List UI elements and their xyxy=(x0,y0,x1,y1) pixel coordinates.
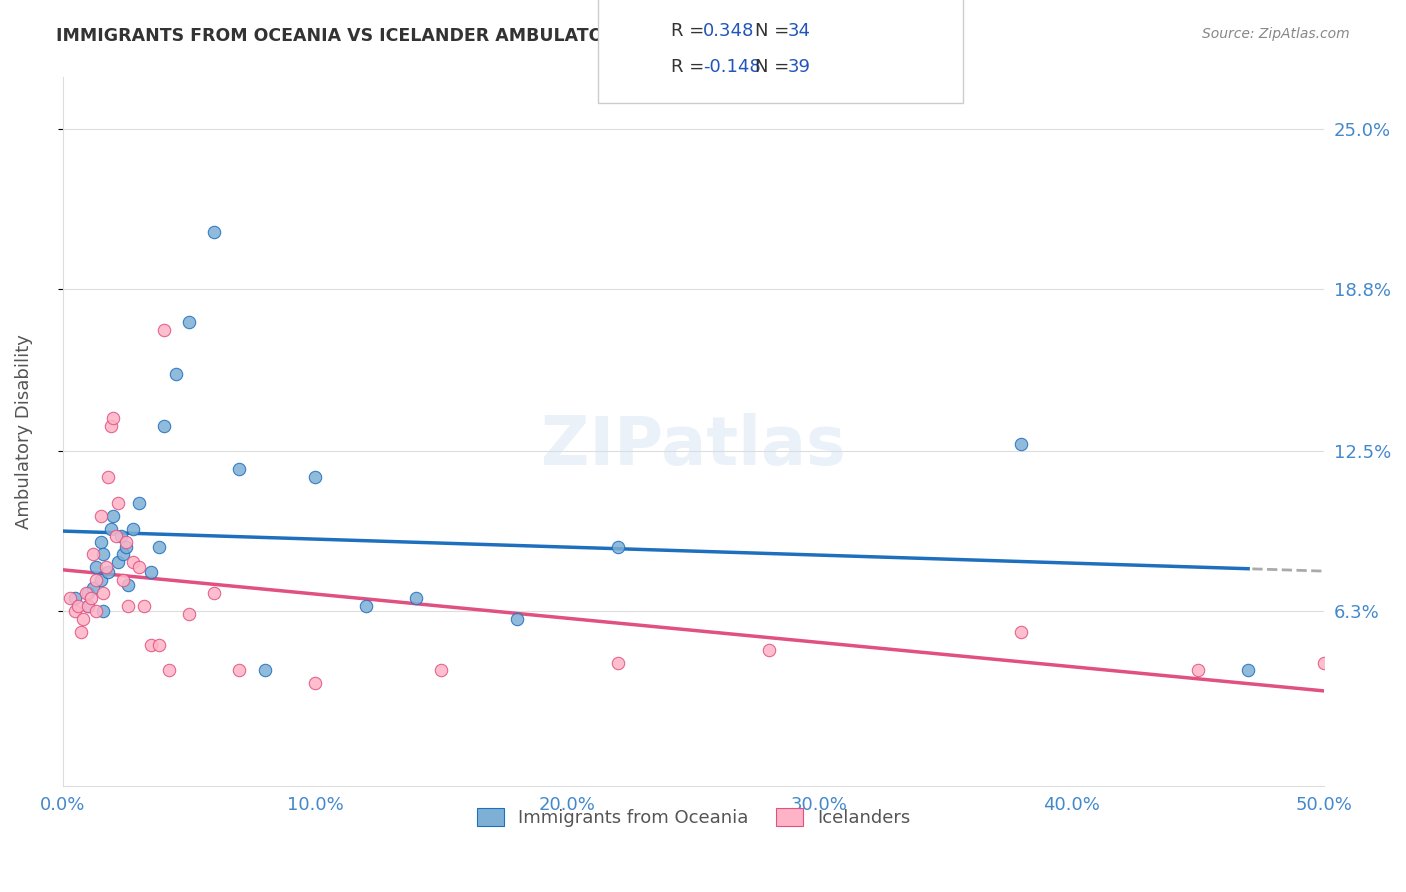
Point xyxy=(148,638,170,652)
Text: 34: 34 xyxy=(787,22,810,40)
Point xyxy=(82,548,104,562)
Point xyxy=(202,586,225,600)
Point xyxy=(304,676,326,690)
Point xyxy=(177,607,200,621)
Point xyxy=(97,470,120,484)
Point xyxy=(90,573,112,587)
Point xyxy=(69,624,91,639)
Text: 39: 39 xyxy=(787,58,810,76)
Point xyxy=(103,508,125,523)
Point xyxy=(117,578,139,592)
Y-axis label: Ambulatory Disability: Ambulatory Disability xyxy=(15,334,32,529)
Point xyxy=(84,560,107,574)
Point xyxy=(90,508,112,523)
Text: R =: R = xyxy=(671,58,710,76)
Point xyxy=(228,664,250,678)
Point xyxy=(117,599,139,613)
Point xyxy=(84,573,107,587)
Point xyxy=(139,638,162,652)
Point xyxy=(77,586,100,600)
Point xyxy=(59,591,82,606)
Point xyxy=(112,573,135,587)
Point xyxy=(128,496,150,510)
Point xyxy=(110,529,132,543)
Point xyxy=(165,367,187,381)
Text: -0.148: -0.148 xyxy=(703,58,761,76)
Text: Source: ZipAtlas.com: Source: ZipAtlas.com xyxy=(1202,27,1350,41)
Point xyxy=(606,540,628,554)
Point xyxy=(506,612,529,626)
Point xyxy=(1187,664,1209,678)
Point xyxy=(75,586,97,600)
Point xyxy=(354,599,377,613)
Point xyxy=(115,534,138,549)
Point xyxy=(405,591,427,606)
Text: N =: N = xyxy=(755,22,794,40)
Point xyxy=(253,664,276,678)
Point xyxy=(65,604,87,618)
Point xyxy=(97,566,120,580)
Point xyxy=(100,418,122,433)
Text: N =: N = xyxy=(755,58,794,76)
Point xyxy=(84,604,107,618)
Point xyxy=(107,555,129,569)
Point xyxy=(94,560,117,574)
Point xyxy=(1010,624,1032,639)
Point xyxy=(1313,656,1336,670)
Point xyxy=(148,540,170,554)
Point xyxy=(157,664,180,678)
Point xyxy=(228,462,250,476)
Point xyxy=(91,548,114,562)
Text: IMMIGRANTS FROM OCEANIA VS ICELANDER AMBULATORY DISABILITY CORRELATION CHART: IMMIGRANTS FROM OCEANIA VS ICELANDER AMB… xyxy=(56,27,957,45)
Point xyxy=(304,470,326,484)
Point xyxy=(115,540,138,554)
Text: ZIPatlas: ZIPatlas xyxy=(541,413,846,479)
Point xyxy=(122,555,145,569)
Legend: Immigrants from Oceania, Icelanders: Immigrants from Oceania, Icelanders xyxy=(470,800,918,834)
Point xyxy=(90,534,112,549)
Point xyxy=(91,604,114,618)
Point xyxy=(139,566,162,580)
Point xyxy=(606,656,628,670)
Point xyxy=(112,548,135,562)
Point xyxy=(104,529,127,543)
Point xyxy=(128,560,150,574)
Point xyxy=(66,599,89,613)
Point xyxy=(65,591,87,606)
Point xyxy=(100,522,122,536)
Point xyxy=(758,643,780,657)
Point xyxy=(132,599,155,613)
Point xyxy=(152,418,174,433)
Point xyxy=(202,225,225,239)
Point xyxy=(103,410,125,425)
Point xyxy=(77,599,100,613)
Point xyxy=(1010,436,1032,450)
Point xyxy=(177,315,200,329)
Point xyxy=(79,591,101,606)
Point xyxy=(152,323,174,337)
Point xyxy=(91,586,114,600)
Text: 0.348: 0.348 xyxy=(703,22,755,40)
Text: R =: R = xyxy=(671,22,710,40)
Point xyxy=(72,612,94,626)
Point xyxy=(1237,664,1260,678)
Point xyxy=(82,581,104,595)
Point xyxy=(430,664,453,678)
Point xyxy=(77,599,100,613)
Point xyxy=(107,496,129,510)
Point xyxy=(122,522,145,536)
